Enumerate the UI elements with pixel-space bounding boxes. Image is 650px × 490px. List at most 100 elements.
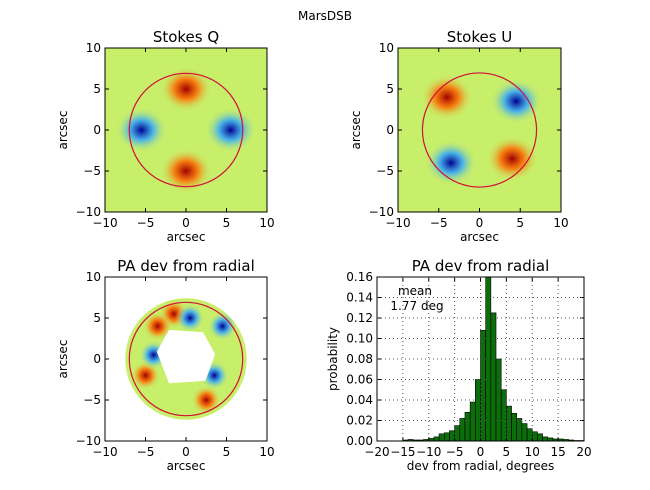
heatmap-blob [207, 311, 238, 341]
y-tick-label: 0.08 [346, 352, 373, 366]
heatmap-blob [191, 385, 221, 415]
heatmap-blob [490, 78, 543, 125]
heatmap-blob [204, 107, 257, 153]
y-axis-label: arcsec [56, 111, 70, 150]
x-tick-label: 10 [525, 445, 540, 459]
panel-title: Stokes Q [153, 28, 219, 46]
histogram-bar [521, 423, 528, 442]
y-tick-label: 0.12 [346, 311, 373, 325]
panel-2: Stokes U −10 −5 0 5 10 −10 −5 0 5 10 arcsec arcsec [349, 28, 569, 244]
y-tick-label: 5 [93, 311, 101, 325]
y-tick-label: 10 [86, 41, 101, 55]
x-tick-label: −20 [364, 445, 389, 459]
y-axis-label: arcsec [349, 111, 363, 150]
x-tick-label: 0 [182, 445, 190, 459]
heatmap-blob [175, 303, 205, 333]
panel-3: PA dev from radial −10 −5 0 5 10 −10 −5 0 5 10 arcs… [56, 257, 275, 473]
heatmap-2 [397, 47, 562, 213]
heatmap-1 [104, 47, 268, 213]
x-tick-label: −5 [137, 216, 155, 230]
histogram-bar [526, 428, 533, 442]
y-tick-label: 0.04 [346, 393, 373, 407]
x-tick-label: 5 [223, 445, 231, 459]
histogram-bar [537, 433, 543, 442]
x-tick-label: 10 [259, 445, 274, 459]
x-tick-label: 0 [477, 445, 485, 459]
histogram-bar [485, 276, 492, 442]
y-tick-label: 0.14 [346, 291, 373, 305]
histogram-bar [459, 418, 466, 442]
histogram-bar [516, 418, 523, 442]
x-tick-label: −15 [390, 445, 415, 459]
x-tick-label: 5 [503, 445, 511, 459]
heatmap-blob [160, 66, 212, 112]
histogram-bar [542, 436, 549, 442]
y-axis-label: arcsec [56, 340, 70, 379]
histogram-bar [443, 432, 450, 442]
x-axis-label: arcsec [167, 459, 206, 473]
heatmap-blob [115, 107, 168, 153]
y-tick-label: −5 [83, 164, 101, 178]
histogram-bar [500, 389, 507, 442]
histogram-bar [464, 411, 471, 442]
heatmap-blob [486, 135, 539, 182]
x-tick-label: −5 [137, 445, 155, 459]
heatmap-3 [104, 276, 268, 442]
x-tick-label: −10 [92, 216, 117, 230]
panel-title: PA dev from radial [412, 257, 550, 275]
panel-title: Stokes U [447, 28, 513, 46]
y-tick-label: 0.16 [346, 270, 373, 284]
histogram-bar [475, 379, 481, 442]
y-tick-label: 0.02 [346, 414, 373, 428]
heatmap-blob [424, 139, 478, 186]
y-tick-label: 0 [93, 123, 101, 137]
y-axis-label: probability [326, 327, 340, 391]
histogram-bar [433, 436, 440, 442]
x-axis-label: arcsec [460, 230, 499, 244]
y-tick-label: 0.00 [346, 434, 373, 448]
y-tick-label: 0.10 [346, 332, 373, 346]
x-tick-label: 20 [576, 445, 591, 459]
histogram-bar [449, 430, 455, 442]
figure-title: MarsDSB [298, 9, 352, 23]
y-tick-label: −5 [83, 393, 101, 407]
mean-label: mean [398, 284, 432, 298]
y-tick-label: 10 [379, 41, 394, 55]
histogram-bar [438, 433, 445, 442]
x-axis-label: dev from radial, degrees [407, 459, 555, 473]
histogram-bar [469, 401, 476, 442]
x-tick-label: −5 [430, 216, 448, 230]
y-tick-label: −10 [369, 205, 394, 219]
y-tick-label: −5 [376, 164, 394, 178]
y-tick-label: −10 [76, 434, 101, 448]
x-tick-label: 0 [476, 216, 484, 230]
y-tick-label: 0 [386, 123, 394, 137]
limb-circle [128, 301, 244, 417]
plot-background [398, 48, 561, 212]
limb-circle [128, 72, 244, 188]
y-tick-label: 5 [386, 82, 394, 96]
y-tick-label: −10 [76, 205, 101, 219]
panel-title: PA dev from radial [117, 257, 255, 275]
x-tick-label: −5 [446, 445, 464, 459]
x-tick-label: 15 [550, 445, 565, 459]
x-tick-label: 5 [516, 216, 524, 230]
histogram-bar [531, 431, 538, 442]
heatmap-blob [420, 74, 473, 121]
histogram-bar [495, 358, 502, 442]
mean-value: 1.77 deg [390, 299, 443, 313]
histogram-bar [506, 405, 512, 442]
heatmap-blob [143, 311, 173, 341]
limb-circle [421, 72, 538, 188]
x-tick-label: 10 [259, 216, 274, 230]
y-tick-label: 5 [93, 82, 101, 96]
y-tick-label: 0.06 [346, 373, 373, 387]
histogram-bar [490, 312, 497, 442]
x-tick-label: −10 [416, 445, 441, 459]
y-tick-label: 10 [86, 270, 101, 284]
panel-4: PA dev from radial −20 −15 −10 −5 0 5 10 15 20 0.0… [326, 257, 592, 473]
heatmap-field [398, 48, 561, 212]
x-tick-label: 5 [223, 216, 231, 230]
y-tick-label: 0 [93, 352, 101, 366]
